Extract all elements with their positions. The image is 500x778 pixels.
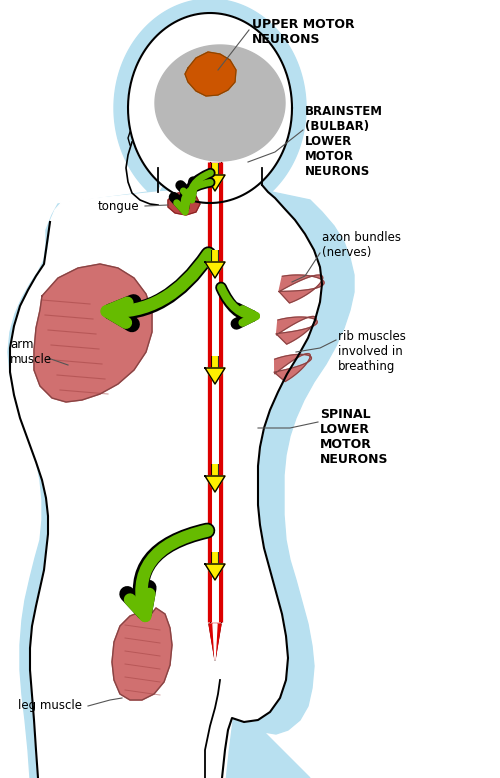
Polygon shape xyxy=(114,0,306,217)
Text: BRAINSTEM
(BULBAR)
LOWER
MOTOR
NEURONS: BRAINSTEM (BULBAR) LOWER MOTOR NEURONS xyxy=(305,105,383,178)
Polygon shape xyxy=(213,624,217,660)
Polygon shape xyxy=(205,564,225,580)
Polygon shape xyxy=(276,317,318,344)
Polygon shape xyxy=(205,175,225,191)
Polygon shape xyxy=(205,368,225,384)
Polygon shape xyxy=(34,264,152,402)
Polygon shape xyxy=(8,185,354,778)
Polygon shape xyxy=(192,680,215,778)
Polygon shape xyxy=(10,185,322,778)
Text: axon bundles
(nerves): axon bundles (nerves) xyxy=(322,231,401,259)
Polygon shape xyxy=(279,275,324,303)
Polygon shape xyxy=(185,52,236,96)
Polygon shape xyxy=(205,262,225,278)
Text: arm
muscle: arm muscle xyxy=(10,338,52,366)
Polygon shape xyxy=(155,45,285,161)
Text: leg muscle: leg muscle xyxy=(18,699,82,713)
Polygon shape xyxy=(205,476,225,492)
Text: SPINAL
LOWER
MOTOR
NEURONS: SPINAL LOWER MOTOR NEURONS xyxy=(320,408,388,466)
Polygon shape xyxy=(168,192,200,215)
Polygon shape xyxy=(112,608,172,700)
Polygon shape xyxy=(128,13,292,203)
Text: tongue: tongue xyxy=(98,199,140,212)
Polygon shape xyxy=(274,353,312,381)
Text: rib muscles
involved in
breathing: rib muscles involved in breathing xyxy=(338,330,406,373)
Text: UPPER MOTOR
NEURONS: UPPER MOTOR NEURONS xyxy=(252,18,354,46)
Polygon shape xyxy=(209,624,221,660)
